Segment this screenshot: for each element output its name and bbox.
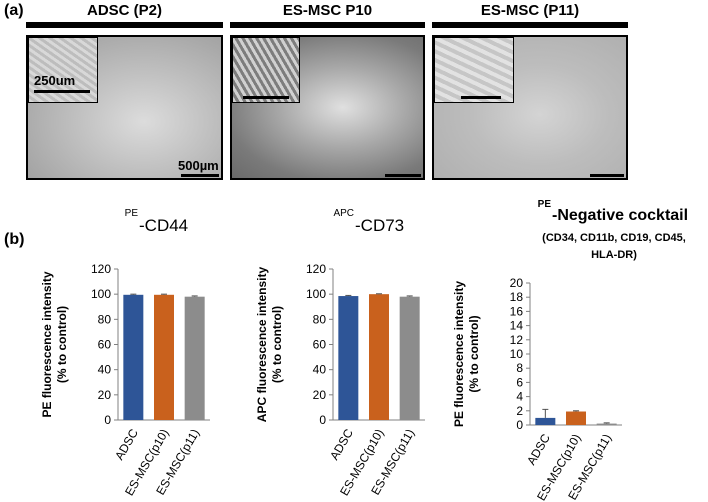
bar [123, 294, 144, 420]
y-axis-label: PE fluorescence intensity [452, 281, 466, 427]
y-tick-label: 60 [98, 338, 112, 352]
y-tick-label: 100 [91, 287, 111, 301]
y-tick-label: 60 [313, 338, 327, 352]
y-tick-label: 10 [510, 347, 524, 361]
chart-title-main: -CD73 [355, 216, 404, 235]
inset-micrograph-es-msc-p11 [434, 37, 514, 103]
chart-title-superscript: PE [125, 208, 139, 219]
y-tick-label: 0 [319, 413, 326, 427]
bar [535, 417, 556, 425]
x-tick-label: ADSC [327, 426, 356, 462]
chart-title-main: -Negative cocktail [552, 207, 688, 224]
bar [566, 411, 586, 425]
y-tick-label: 6 [516, 375, 523, 389]
y-axis-label: (% to control) [270, 306, 284, 383]
y-axis-label: (% to control) [467, 315, 481, 392]
chart-title-negative-cocktail: PE -Negative cocktail (CD34, CD11b, CD19… [538, 199, 688, 261]
y-tick-label: 4 [516, 390, 523, 404]
main-scale-bar [590, 174, 624, 177]
chart-subtitle-line1: (CD34, CD11b, CD19, CD45, [542, 232, 686, 244]
inset-scale-bar [461, 96, 501, 99]
image-title-es-msc-p11: ES-MSC (P11) [480, 2, 580, 19]
bar [369, 294, 389, 420]
y-tick-label: 20 [313, 388, 327, 402]
inset-scale-label: 250um [34, 73, 76, 88]
y-tick-label: 0 [104, 413, 111, 427]
y-tick-label: 120 [306, 262, 326, 276]
y-tick-label: 100 [306, 287, 326, 301]
y-tick-label: 8 [516, 361, 523, 375]
bar [154, 294, 174, 420]
chart-subtitle-line2: HLA-DR) [591, 249, 637, 261]
micrograph-es-msc-p10 [230, 35, 425, 180]
inset-micrograph-es-msc-p10 [232, 37, 300, 103]
y-tick-label: 40 [313, 363, 327, 377]
bar [596, 423, 617, 425]
inset-scale-bar [34, 90, 90, 93]
chart-1: 0 20 40 60 80 100 120 APC fluorescence intensit… [255, 262, 425, 498]
y-tick-label: 2 [516, 404, 523, 418]
y-tick-label: 18 [510, 290, 524, 304]
inset-scale-bar [243, 96, 289, 99]
main-scale-bar [181, 174, 219, 177]
bar-charts: PE -CD44 APC -CD73 PE -Negative cocktail… [40, 199, 688, 502]
chart-0: 0 20 40 60 80 100 120 PE fluorescence intensity… [40, 262, 210, 498]
y-tick-label: 80 [98, 312, 112, 326]
y-tick-label: 40 [98, 363, 112, 377]
chart-title-superscript: APC [333, 208, 354, 219]
y-tick-label: 14 [510, 319, 524, 333]
y-tick-label: 80 [313, 312, 327, 326]
bar [399, 296, 420, 420]
chart-title-cd73: APC -CD73 [333, 208, 404, 235]
y-tick-label: 0 [516, 418, 523, 432]
bar [338, 296, 359, 420]
x-tick-label: ADSC [112, 426, 141, 462]
y-tick-label: 20 [98, 388, 112, 402]
image-header-bar [432, 22, 628, 28]
y-axis-label: PE fluorescence intensity [40, 271, 54, 417]
panel-a-label: (a) [4, 2, 24, 19]
image-header-bar [26, 22, 223, 28]
x-tick-label: ADSC [524, 431, 553, 467]
image-title-es-msc-p10: ES-MSC P10 [282, 2, 373, 19]
chart-title-main: -CD44 [139, 216, 188, 235]
micrograph-adsc: 250um 500µm [26, 35, 223, 180]
chart-title-superscript: PE [538, 199, 552, 210]
main-scale-bar [385, 174, 421, 177]
y-tick-label: 120 [91, 262, 111, 276]
y-tick-label: 20 [510, 276, 524, 290]
y-axis-label: (% to control) [55, 306, 69, 383]
y-tick-label: 12 [510, 333, 524, 347]
micrograph-es-msc-p11 [432, 35, 628, 180]
image-header-bar [230, 22, 425, 28]
main-scale-label: 500µm [178, 158, 219, 173]
chart-title-cd44: PE -CD44 [125, 208, 188, 235]
inset-micrograph-adsc: 250um [28, 37, 98, 103]
panel-b-label: (b) [4, 231, 25, 248]
y-tick-label: 16 [510, 304, 524, 318]
bar [184, 296, 205, 420]
image-title-adsc: ADSC (P2) [86, 2, 162, 19]
y-axis-label: APC fluorescence intensity [255, 266, 269, 422]
